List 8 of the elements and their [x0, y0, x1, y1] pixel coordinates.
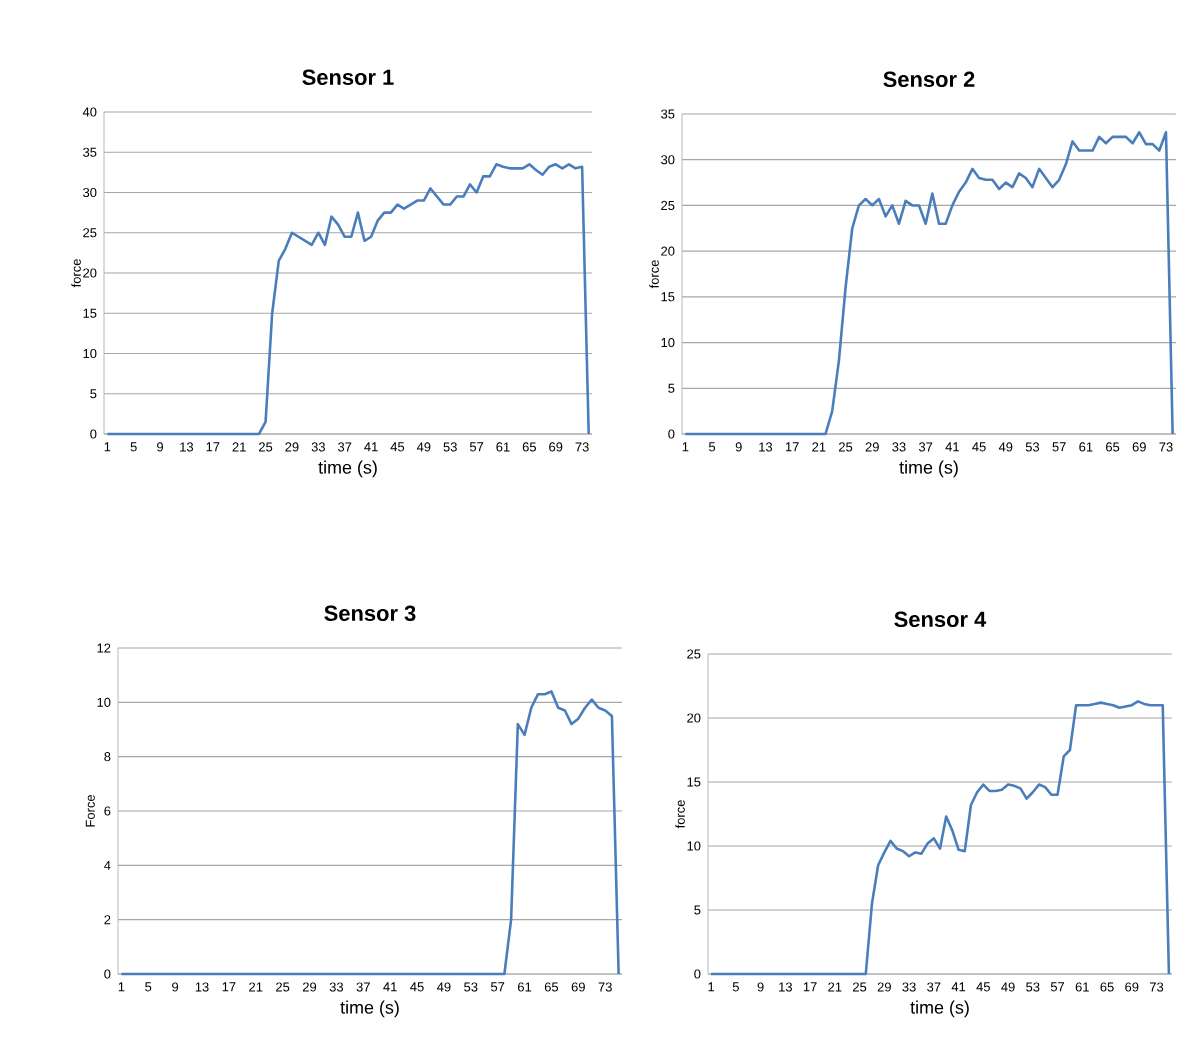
chart-title: Sensor 2: [883, 71, 975, 88]
chart-title: Sensor 3: [324, 605, 416, 622]
chart-title: Sensor 4: [894, 611, 987, 628]
x-axis-title: time (s): [318, 460, 377, 478]
chart-title: Sensor 1: [302, 69, 394, 86]
x-axis-title: time (s): [899, 460, 958, 478]
x-axis-title: time (s): [910, 1000, 969, 1018]
x-axis-title: time (s): [340, 1000, 399, 1018]
